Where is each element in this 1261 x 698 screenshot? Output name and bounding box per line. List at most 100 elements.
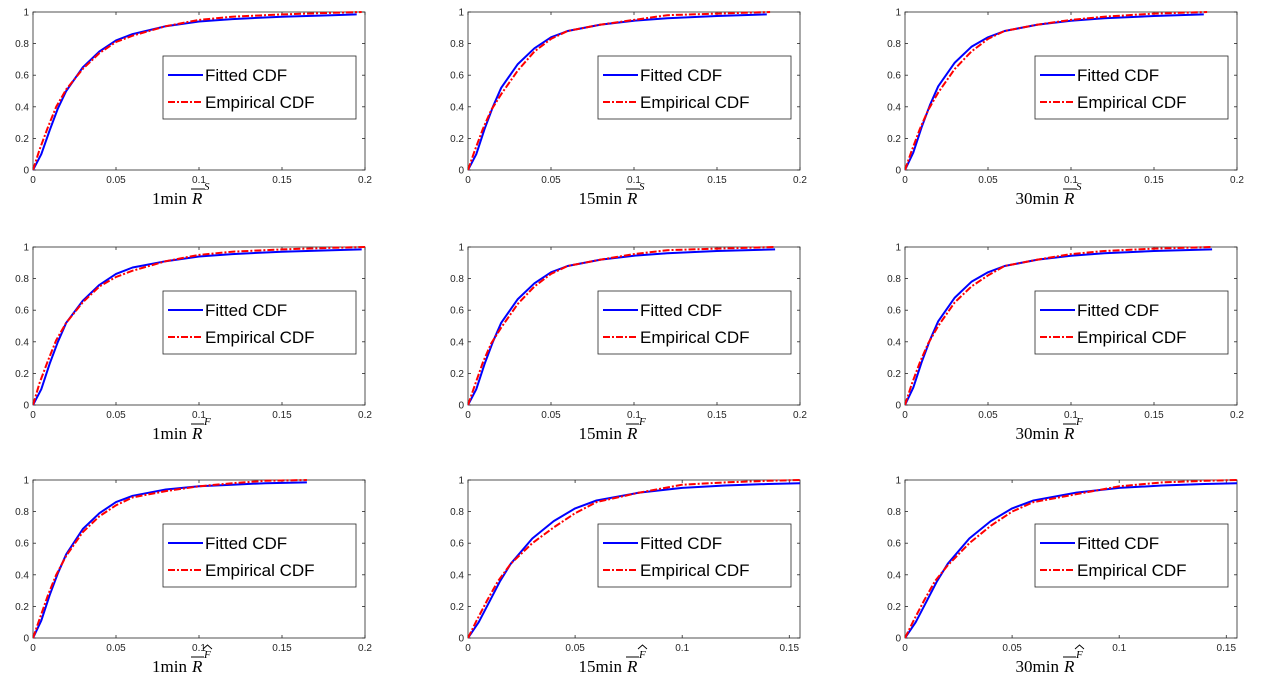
x-tick-label: 0.15 — [707, 175, 727, 186]
legend-fitted-label: Fitted CDF — [205, 534, 287, 553]
x-tick-label: 0.2 — [793, 175, 807, 186]
x-axis-label-prefix: 30min — [1016, 189, 1060, 208]
legend-empirical-label: Empirical CDF — [1077, 328, 1187, 347]
y-tick-label: 0.6 — [15, 306, 29, 317]
subplot-8: 0 0.05 0.1 0.15 0 0.2 0.4 0.6 0.8 1 Fitted CDF Empi… — [450, 476, 801, 676]
x-axis-label-symbol: R — [626, 189, 638, 208]
x-axis-label: 1min RF — [152, 644, 213, 676]
y-tick-label: 0 — [895, 634, 901, 645]
empirical-cdf-line — [905, 246, 1213, 406]
hat-accent-mark — [202, 644, 213, 650]
x-axis-label-superscript: S — [639, 181, 645, 193]
y-tick-label: 1 — [895, 243, 901, 254]
legend-fitted-label: Fitted CDF — [205, 66, 287, 85]
x-axis-label: 15min RF — [579, 644, 648, 676]
x-tick-label: 0.05 — [978, 410, 998, 421]
y-tick-label: 0.8 — [887, 507, 901, 518]
legend-box — [597, 55, 792, 120]
hat-accent-mark — [637, 644, 648, 650]
x-axis-label: 15min RS — [579, 181, 645, 208]
y-tick-label: 0.6 — [450, 306, 464, 317]
legend-box — [1034, 523, 1229, 588]
x-tick-label: 0 — [902, 175, 908, 186]
x-tick-label: 0.15 — [1217, 643, 1237, 654]
x-axis-label-prefix: 15min — [579, 189, 623, 208]
y-tick-label: 0.6 — [887, 306, 901, 317]
legend-empirical-label: Empirical CDF — [640, 93, 750, 112]
y-tick-label: 1 — [458, 8, 464, 19]
y-tick-label: 0.2 — [450, 369, 464, 380]
y-tick-label: 0.4 — [15, 570, 29, 581]
x-axis-label-prefix: 15min — [579, 424, 623, 443]
x-tick-label: 0 — [30, 175, 36, 186]
legend-box — [162, 55, 357, 120]
fitted-cdf-line — [468, 13, 767, 171]
x-tick-label: 0 — [30, 643, 36, 654]
empirical-cdf-line — [468, 479, 800, 639]
legend: Fitted CDF Empirical CDF — [1034, 523, 1229, 588]
y-tick-label: 0.6 — [15, 71, 29, 82]
legend: Fitted CDF Empirical CDF — [162, 55, 357, 120]
x-axis-label-symbol: R — [626, 424, 638, 443]
x-axis-label-superscript: S — [204, 181, 210, 193]
x-axis-label-superscript: F — [638, 649, 646, 661]
y-tick-label: 0.2 — [450, 134, 464, 145]
x-tick-label: 0.1 — [627, 410, 641, 421]
legend: Fitted CDF Empirical CDF — [597, 55, 792, 120]
x-axis-label: 30min RF — [1016, 416, 1083, 443]
x-tick-label: 0.05 — [541, 410, 561, 421]
legend-empirical-label: Empirical CDF — [205, 93, 315, 112]
x-tick-label: 0.2 — [793, 410, 807, 421]
x-tick-label: 0.1 — [627, 175, 641, 186]
x-tick-label: 0 — [465, 643, 471, 654]
empirical-cdf-line — [33, 479, 307, 639]
legend-box — [597, 523, 792, 588]
y-tick-label: 0 — [458, 634, 464, 645]
fitted-cdf-line — [468, 482, 800, 639]
legend-empirical-label: Empirical CDF — [205, 328, 315, 347]
x-axis-label: 1min RS — [152, 181, 210, 208]
x-tick-label: 0.2 — [358, 175, 372, 186]
y-tick-label: 0.6 — [450, 539, 464, 550]
x-axis-label-prefix: 1min — [152, 424, 187, 443]
hat-accent-mark — [1074, 644, 1085, 650]
legend-fitted-label: Fitted CDF — [1077, 66, 1159, 85]
x-tick-label: 0.05 — [978, 175, 998, 186]
legend: Fitted CDF Empirical CDF — [597, 523, 792, 588]
y-tick-label: 0.4 — [450, 337, 464, 348]
y-tick-label: 1 — [23, 243, 29, 254]
legend: Fitted CDF Empirical CDF — [1034, 55, 1229, 120]
fitted-cdf-line — [905, 248, 1213, 406]
y-tick-label: 1 — [23, 8, 29, 19]
y-tick-label: 0 — [23, 166, 29, 177]
x-axis-label-symbol: R — [626, 657, 638, 676]
y-tick-label: 0.4 — [15, 337, 29, 348]
empirical-cdf-line — [905, 479, 1237, 639]
x-tick-label: 0 — [465, 410, 471, 421]
x-axis-label-symbol: R — [1063, 189, 1075, 208]
legend-box — [1034, 290, 1229, 355]
subplot-1: 0 0.05 0.1 0.15 0.2 0 0.2 0.4 0.6 0.8 1 Fitted CDF E… — [15, 8, 372, 209]
x-tick-label: 0.05 — [106, 175, 126, 186]
y-tick-label: 0.8 — [15, 39, 29, 50]
legend: Fitted CDF Empirical CDF — [162, 523, 357, 588]
x-tick-label: 0.1 — [192, 175, 206, 186]
x-tick-label: 0.15 — [707, 410, 727, 421]
x-tick-label: 0.1 — [1112, 643, 1126, 654]
x-tick-label: 0.2 — [1230, 175, 1244, 186]
subplot-4: 0 0.05 0.1 0.15 0.2 0 0.2 0.4 0.6 0.8 1 Fitted CDF E… — [15, 243, 372, 444]
y-tick-label: 0.8 — [450, 39, 464, 50]
y-tick-label: 1 — [458, 243, 464, 254]
legend-fitted-label: Fitted CDF — [640, 66, 722, 85]
legend-fitted-label: Fitted CDF — [640, 301, 722, 320]
x-axis-label-superscript: F — [203, 649, 211, 661]
x-axis-label-prefix: 15min — [579, 657, 623, 676]
legend-box — [162, 290, 357, 355]
fitted-cdf-line — [33, 481, 307, 639]
x-tick-label: 0 — [465, 175, 471, 186]
x-axis-label-symbol: R — [1063, 657, 1075, 676]
x-tick-label: 0.15 — [780, 643, 800, 654]
y-tick-label: 0.4 — [887, 337, 901, 348]
legend-empirical-label: Empirical CDF — [1077, 561, 1187, 580]
y-tick-label: 0.2 — [450, 602, 464, 613]
